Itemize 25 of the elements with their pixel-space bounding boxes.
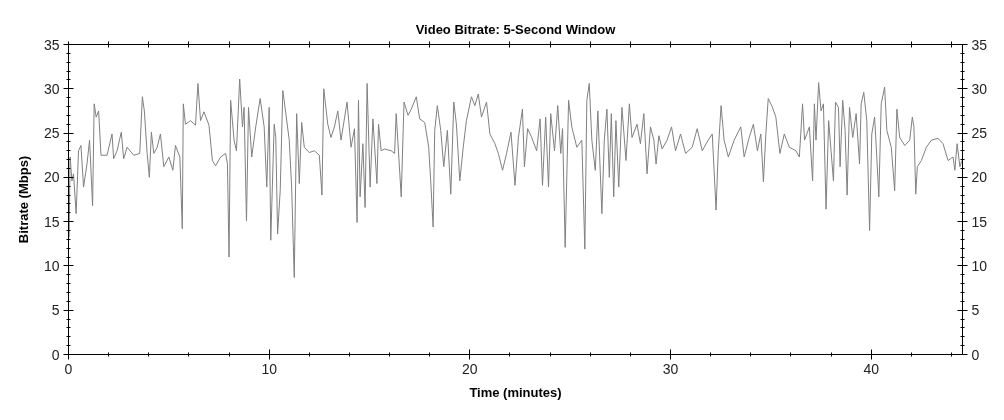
y2-tick-label: 10 xyxy=(971,257,988,274)
x-tick-label: 20 xyxy=(462,360,478,377)
line-series xyxy=(68,78,963,278)
y2-tick-label: 25 xyxy=(971,125,988,142)
y-tick-label: 30 xyxy=(43,80,60,97)
y-tick-label: 10 xyxy=(43,257,60,274)
y-tick-label: 20 xyxy=(43,169,60,186)
x-tick-label: 10 xyxy=(261,360,278,377)
y2-tick-label: 5 xyxy=(971,302,980,319)
y2-tick-label: 0 xyxy=(971,346,980,363)
x-axis-title: Time (minutes) xyxy=(469,384,562,400)
y-tick-label: 25 xyxy=(43,125,60,142)
y-axis-title: Bitrate (Mbps) xyxy=(15,155,31,244)
chart-title: Video Bitrate: 5-Second Window xyxy=(415,21,617,37)
x-tick-label: 40 xyxy=(863,360,880,377)
y-tick-label: 15 xyxy=(43,213,60,230)
y2-tick-label: 20 xyxy=(971,169,988,186)
y2-tick-label: 35 xyxy=(971,36,988,53)
x-tick-label: 30 xyxy=(662,360,679,377)
y2-tick-label: 15 xyxy=(971,213,988,230)
y-tick-label: 0 xyxy=(51,346,60,363)
x-tick-label: 0 xyxy=(64,360,73,377)
y-tick-label: 5 xyxy=(51,302,60,319)
y2-tick-label: 30 xyxy=(971,80,988,97)
y-tick-label: 35 xyxy=(43,36,60,53)
